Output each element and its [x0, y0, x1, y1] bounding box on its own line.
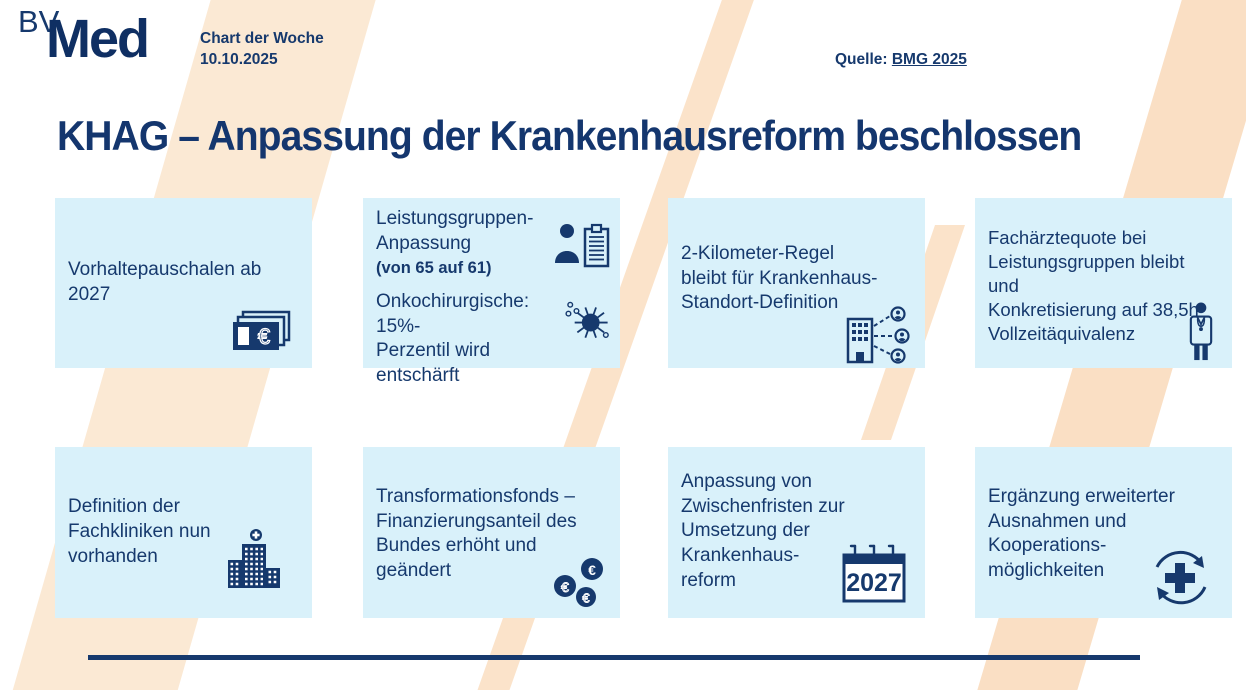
card-text: Ergänzung erweiterter Ausnahmen und Koop…	[988, 486, 1175, 582]
svg-text:€: €	[258, 324, 270, 349]
card-text: Definition der Fachkliniken nun vorhande…	[68, 496, 211, 567]
calendar-year-label: 2027	[846, 569, 902, 597]
infographic: BV Med Chart der Woche 10.10.2025 Quelle…	[12, 0, 1246, 690]
svg-text:€: €	[588, 562, 596, 578]
tagline-line1: Chart der Woche	[200, 30, 324, 47]
card-text: Onkochirurgische: 15%- Perzentil wird en…	[376, 290, 530, 386]
card-text: Vorhaltepauschalen ab 2027	[68, 259, 262, 305]
bvmed-logo-bv: BV	[18, 4, 60, 39]
card-text: 2-Kilometer-Regel bleibt für Krankenhaus…	[681, 243, 878, 314]
chart-der-woche-tagline: Chart der Woche 10.10.2025	[200, 29, 324, 71]
source-label: Quelle:	[835, 51, 888, 68]
hospital-network-icon	[846, 306, 910, 364]
card-fachaerztequote: Fachärztequote bei Leistungsgruppen blei…	[975, 198, 1232, 368]
card-subtext: (von 65 auf 61)	[376, 259, 492, 278]
card-zwei-kilometer-regel: 2-Kilometer-Regel bleibt für Krankenhaus…	[668, 198, 925, 368]
euro-banknotes-icon: €	[233, 310, 291, 350]
tagline-date: 10.10.2025	[200, 50, 278, 68]
hospital-building-icon	[228, 529, 280, 588]
card-ausnahmen-kooperationen: Ergänzung erweiterter Ausnahmen und Koop…	[975, 447, 1232, 618]
card-text: Anpassung von Zwischenfristen zur Umsetz…	[681, 471, 845, 591]
card-zwischenfristen: Anpassung von Zwischenfristen zur Umsetz…	[668, 447, 925, 618]
source-link[interactable]: BMG 2025	[891, 51, 967, 68]
card-transformationsfonds: Transformationsfonds – Finanzierungsante…	[363, 447, 620, 618]
svg-text:€: €	[582, 591, 590, 606]
page-title: KHAG – Anpassung der Krankenhausreform b…	[57, 112, 1082, 159]
svg-text:€: €	[561, 579, 569, 595]
card-leistungsgruppen-anpassung: Leistungsgruppen- Anpassung (von 65 auf …	[363, 198, 620, 386]
cell-starburst-icon	[565, 301, 609, 338]
card-text: Leistungsgruppen- Anpassung	[376, 208, 534, 254]
source-line: Quelle: BMG 2025	[835, 51, 967, 69]
person-clipboard-icon	[555, 223, 610, 268]
bvmed-logo-med: Med	[46, 9, 150, 69]
euro-coins-icon: € € €	[554, 558, 603, 607]
card-text: Transformationsfonds – Finanzierungsante…	[376, 486, 577, 582]
cycle-plus-icon	[1155, 550, 1207, 605]
card-definition-fachkliniken: Definition der Fachkliniken nun vorhande…	[55, 447, 312, 618]
calendar-2027-icon: 2027	[842, 544, 906, 603]
card-vorhaltepauschalen: Vorhaltepauschalen ab 2027 €	[55, 198, 312, 368]
card-text: Fachärztequote bei Leistungsgruppen blei…	[988, 227, 1199, 345]
footer-bar	[88, 655, 1140, 660]
doctor-icon	[1189, 302, 1213, 361]
